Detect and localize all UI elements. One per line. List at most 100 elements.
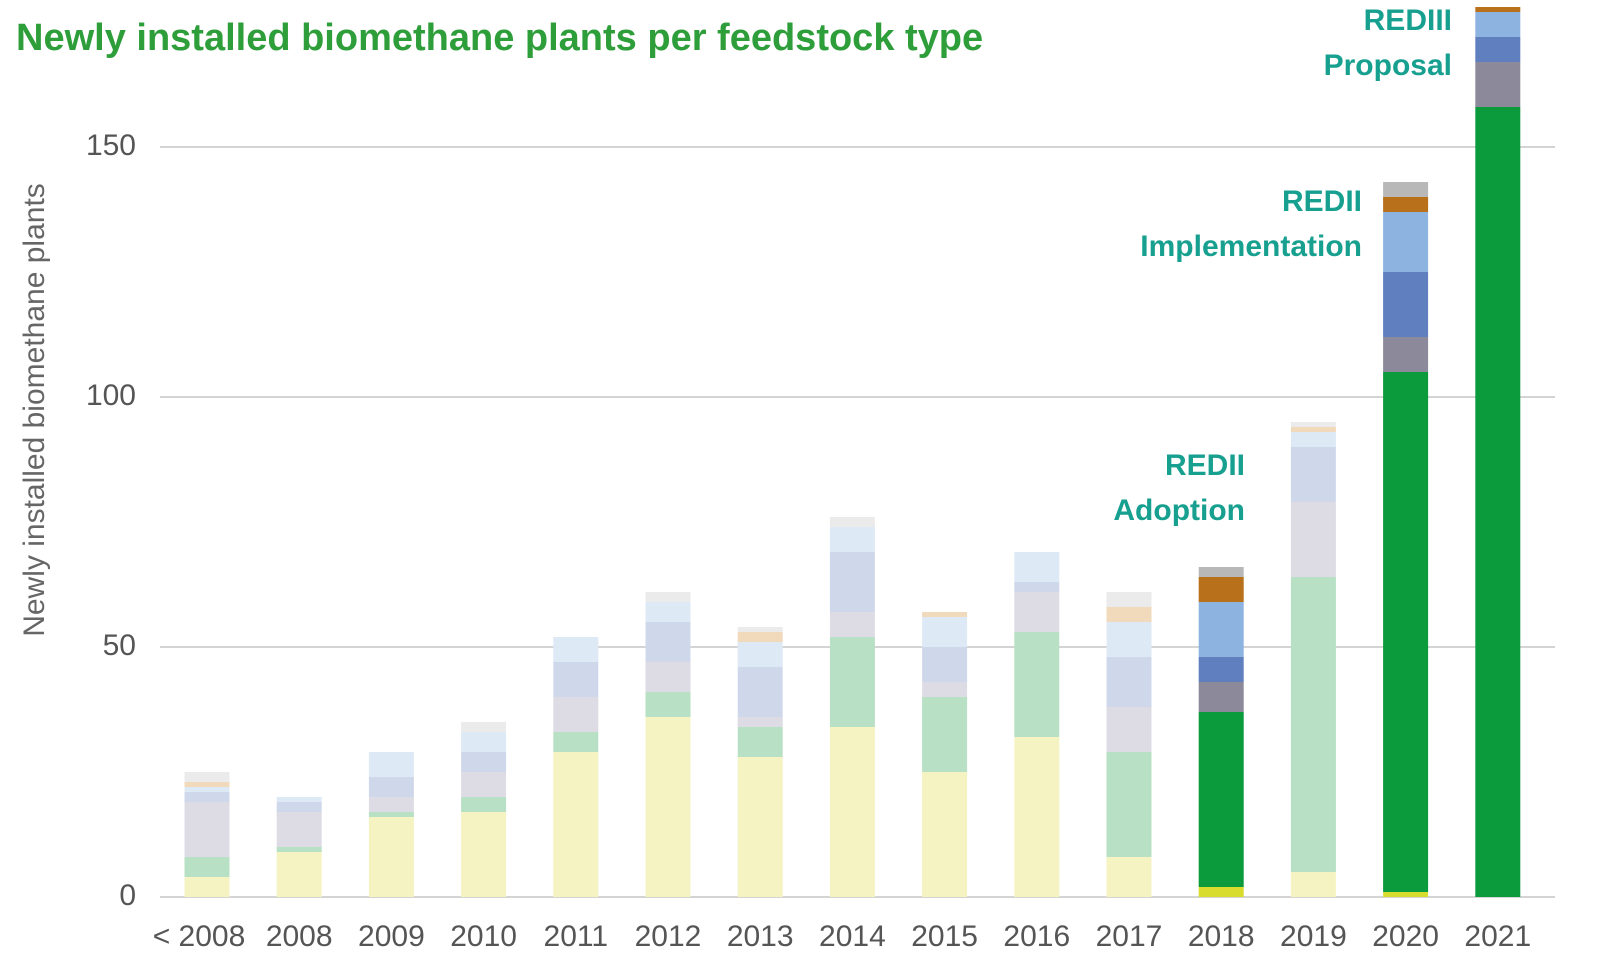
bar-segment — [1383, 372, 1429, 892]
bar-segment — [737, 632, 783, 642]
x-tick-label: < 2008 — [153, 920, 246, 953]
annotation: REDII — [1165, 449, 1245, 482]
annotation: Implementation — [1140, 230, 1362, 263]
y-tick-label: 50 — [103, 629, 136, 662]
bar-segment — [461, 722, 507, 732]
bar-segment — [461, 732, 507, 752]
bar-segment — [737, 667, 783, 717]
x-tick-label: 2015 — [911, 920, 978, 953]
bar-segment — [1106, 657, 1152, 707]
x-tick-label: 2014 — [819, 920, 886, 953]
bar-segment — [461, 812, 507, 897]
bar-segment — [184, 877, 230, 897]
bar-segment — [276, 797, 322, 802]
x-tick-label: 2018 — [1188, 920, 1255, 953]
bar-segment — [1383, 337, 1429, 372]
bar-segment — [184, 857, 230, 877]
y-tick-label: 100 — [86, 379, 136, 412]
bar-segment — [1014, 592, 1060, 632]
bar-segment — [1198, 657, 1244, 682]
bar-segment — [1290, 447, 1336, 502]
bar-segment — [737, 717, 783, 727]
bar-segment — [553, 637, 599, 662]
bar-segment — [1475, 37, 1521, 62]
bar-segment — [1290, 502, 1336, 577]
bar-segment — [1198, 887, 1244, 897]
bar-segment — [368, 817, 414, 897]
bar-segment — [1106, 607, 1152, 622]
annotation: REDII — [1282, 185, 1362, 218]
bar-segment — [553, 697, 599, 732]
bar-segment — [645, 622, 691, 662]
bar-segment — [1383, 182, 1429, 197]
x-tick-label: 2010 — [450, 920, 517, 953]
bar-segment — [184, 787, 230, 792]
y-tick-label: 150 — [86, 129, 136, 162]
bar-segment — [1475, 62, 1521, 107]
bar-segment — [553, 662, 599, 697]
bar-segment — [1106, 622, 1152, 657]
bar-segment — [461, 752, 507, 772]
bar-segment — [184, 792, 230, 802]
bar-segment — [276, 847, 322, 852]
annotation: Adoption — [1113, 494, 1245, 527]
x-tick-label: 2013 — [727, 920, 794, 953]
bar-segment — [553, 752, 599, 897]
bar-segment — [1014, 632, 1060, 737]
bar-segment — [922, 772, 968, 897]
bar-segment — [276, 802, 322, 812]
x-tick-label: 2021 — [1464, 920, 1531, 953]
y-tick-label: 0 — [119, 879, 136, 912]
bar-segment — [461, 772, 507, 797]
bar-segment — [1198, 682, 1244, 712]
bar-segment — [368, 797, 414, 812]
bar-segment — [184, 802, 230, 857]
bar-segment — [1383, 212, 1429, 272]
x-tick-label: 2019 — [1280, 920, 1347, 953]
bar-segment — [1475, 7, 1521, 12]
bar-segment — [276, 852, 322, 897]
y-axis-label: Newly installed biomethane plants — [18, 183, 51, 637]
bar-segment — [553, 732, 599, 752]
bar-segment — [829, 527, 875, 552]
bar-segment — [645, 662, 691, 692]
bar-segment — [737, 627, 783, 632]
bar-segment — [922, 617, 968, 647]
bar-segment — [829, 637, 875, 727]
bar-segment — [922, 697, 968, 772]
bar-segment — [1198, 577, 1244, 602]
bar-segment — [1383, 892, 1429, 897]
bar-segment — [368, 777, 414, 797]
x-tick-label: 2016 — [1003, 920, 1070, 953]
bar-segment — [922, 682, 968, 697]
bar-segment — [737, 757, 783, 897]
bar-segment — [645, 717, 691, 897]
bar-segment — [1198, 567, 1244, 577]
bar-segment — [368, 812, 414, 817]
bar-segment — [829, 612, 875, 637]
annotation: REDIII — [1364, 4, 1452, 37]
x-tick-label: 2017 — [1096, 920, 1163, 953]
bar-segment — [276, 812, 322, 847]
bar-segment — [1290, 432, 1336, 447]
annotation: Proposal — [1324, 49, 1452, 82]
bar-segment — [368, 752, 414, 777]
bar-segment — [922, 647, 968, 682]
bar-segment — [1014, 552, 1060, 582]
bar-segment — [1106, 857, 1152, 897]
bar-segment — [1475, 12, 1521, 37]
bar-segment — [1106, 592, 1152, 607]
x-tick-label: 2012 — [635, 920, 702, 953]
bar-segment — [922, 612, 968, 617]
bar-segment — [1014, 582, 1060, 592]
bar-segment — [1383, 272, 1429, 337]
bar-segment — [184, 772, 230, 782]
bar-segment — [461, 797, 507, 812]
bar-segment — [645, 602, 691, 622]
bar-segment — [1198, 602, 1244, 657]
bar-segment — [645, 692, 691, 717]
bar-segment — [1290, 577, 1336, 872]
bar-segment — [737, 642, 783, 667]
bar-segment — [829, 552, 875, 612]
